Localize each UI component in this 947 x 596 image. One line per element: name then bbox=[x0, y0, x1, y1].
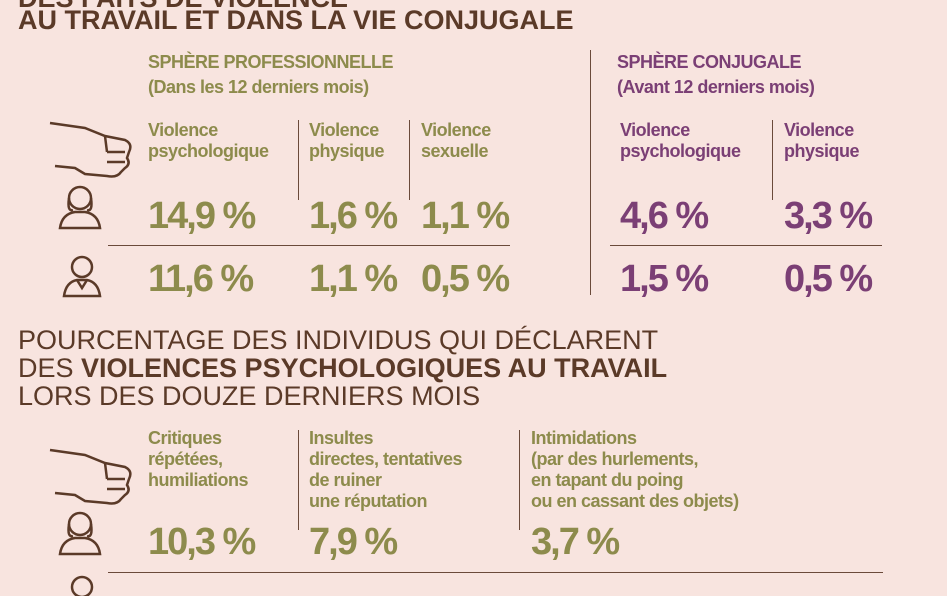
label-line: Violence bbox=[148, 120, 218, 140]
title-part: POURCENTAGE DES INDIVIDUS QUI DÉCLARENT bbox=[18, 325, 659, 355]
divider bbox=[590, 50, 591, 295]
title-part: AU bbox=[18, 5, 65, 35]
label-line: répétées, bbox=[148, 449, 223, 469]
column-label: Violence psychologique bbox=[148, 120, 269, 162]
section-period: (Dans les 12 derniers mois) bbox=[148, 77, 369, 97]
section2-title: DES VIOLENCES PSYCHOLOGIQUES AU TRAVAIL bbox=[18, 354, 667, 382]
label-line: Violence bbox=[620, 120, 690, 140]
label-line: (par des hurlements, bbox=[531, 449, 699, 469]
value: 10,3 % bbox=[148, 521, 256, 563]
divider bbox=[108, 572, 883, 573]
column-label: Intimidations (par des hurlements, en tapa… bbox=[531, 428, 739, 512]
divider bbox=[409, 120, 410, 200]
value: 3,3 % bbox=[784, 195, 873, 237]
man-icon bbox=[70, 575, 94, 596]
label-line: Insultes bbox=[309, 428, 374, 448]
label-line: psychologique bbox=[620, 141, 741, 161]
value: 14,9 % bbox=[148, 195, 256, 237]
label-line: psychologique bbox=[148, 141, 269, 161]
column-label: Violence physique bbox=[784, 120, 860, 162]
value: 11,6 % bbox=[148, 258, 254, 300]
divider bbox=[298, 430, 299, 530]
label-line: directes, tentatives bbox=[309, 449, 463, 469]
value: 1,1 % bbox=[421, 195, 510, 237]
section-title: SPHÈRE CONJUGALE bbox=[617, 52, 802, 72]
label-line: Critiques bbox=[148, 428, 222, 448]
label-line: une réputation bbox=[309, 491, 428, 511]
title-part: DES bbox=[18, 353, 82, 383]
label-line: humiliations bbox=[148, 470, 249, 490]
label-line: Intimidations bbox=[531, 428, 637, 448]
divider bbox=[772, 120, 773, 200]
woman-icon bbox=[58, 185, 102, 230]
value: 1,6 % bbox=[309, 195, 398, 237]
label-line: sexuelle bbox=[421, 141, 489, 161]
value: 3,7 % bbox=[531, 521, 620, 563]
value: 1,1 % bbox=[309, 258, 398, 300]
column-label: Violence sexuelle bbox=[421, 120, 491, 162]
label-line: ou en cassant des objets) bbox=[531, 491, 739, 511]
divider bbox=[610, 245, 882, 246]
title-part: VIOLENCES PSYCHOLOGIQUES AU TRAVAIL bbox=[81, 353, 668, 383]
value: 4,6 % bbox=[620, 195, 709, 237]
label-line: en tapant du poing bbox=[531, 470, 683, 490]
value: 7,9 % bbox=[309, 521, 398, 563]
label-line: de ruiner bbox=[309, 470, 382, 490]
column-label: Critiques répétées, humiliations bbox=[148, 428, 249, 491]
label-line: Violence bbox=[784, 120, 854, 140]
section2-title: LORS DES DOUZE DERNIERS MOIS bbox=[18, 382, 480, 410]
title: AU TRAVAIL ET DANS LA VIE CONJUGALE bbox=[18, 6, 574, 34]
man-icon bbox=[62, 255, 102, 298]
column-label: Insultes directes, tentatives de ruiner une… bbox=[309, 428, 463, 512]
title-part: DANS LA VIE CONJUGALE bbox=[226, 5, 574, 35]
column-label: Violence psychologique bbox=[620, 120, 741, 162]
value: 0,5 % bbox=[421, 258, 510, 300]
divider bbox=[519, 430, 520, 530]
column-label: Violence physique bbox=[309, 120, 385, 162]
fist-icon bbox=[49, 121, 132, 178]
label-line: Violence bbox=[421, 120, 491, 140]
title-part: ET bbox=[177, 5, 227, 35]
title: DES FAITS DE VIOLENCE bbox=[18, 0, 348, 12]
divider bbox=[298, 120, 299, 200]
fist-icon bbox=[49, 448, 132, 505]
label-line: physique bbox=[309, 141, 385, 161]
label-line: physique bbox=[784, 141, 860, 161]
value: 0,5 % bbox=[784, 258, 873, 300]
section-title: SPHÈRE PROFESSIONNELLE bbox=[148, 52, 394, 72]
value: 1,5 % bbox=[620, 258, 709, 300]
divider bbox=[108, 245, 510, 246]
title-part: TRAVAIL bbox=[64, 5, 178, 35]
label-line: Violence bbox=[309, 120, 379, 140]
title-part: LORS DES DOUZE DERNIERS MOIS bbox=[18, 381, 481, 411]
section2-title: POURCENTAGE DES INDIVIDUS QUI DÉCLARENT bbox=[18, 326, 658, 354]
section-period: (Avant 12 derniers mois) bbox=[617, 77, 815, 97]
woman-icon bbox=[58, 511, 102, 556]
